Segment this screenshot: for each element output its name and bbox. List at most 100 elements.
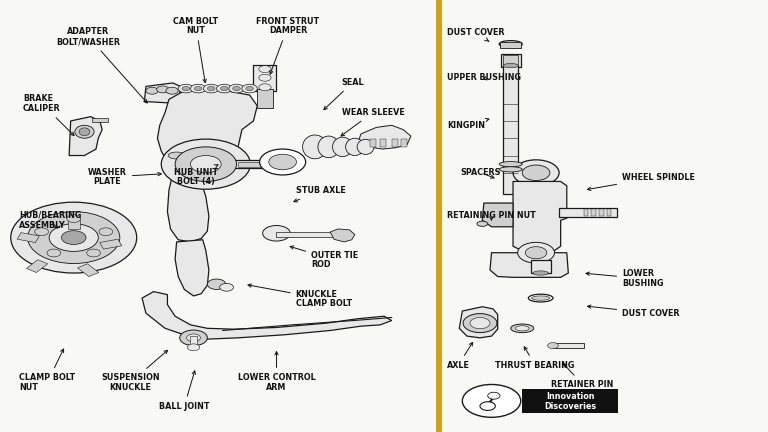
Ellipse shape [533,271,548,275]
Circle shape [470,318,490,329]
Text: SPACERS: SPACERS [461,168,502,178]
Text: HUB UNIT
BOLT (4): HUB UNIT BOLT (4) [174,165,218,187]
Bar [503,55,518,66]
Bar [599,209,604,216]
Circle shape [87,249,101,257]
Text: DUST COVER: DUST COVER [588,305,680,318]
Bar [607,209,611,216]
Text: DUST COVER: DUST COVER [447,28,505,41]
Circle shape [182,86,190,91]
Bar [0,0,438,432]
Ellipse shape [499,167,522,172]
Circle shape [548,343,558,349]
Bar [500,42,521,48]
Circle shape [488,392,500,399]
Text: KNUCKLE
CLAMP BOLT: KNUCKLE CLAMP BOLT [248,284,352,308]
Circle shape [246,86,253,91]
Circle shape [263,226,290,241]
Circle shape [518,242,554,263]
Text: FRONT STRUT
DAMPER: FRONT STRUT DAMPER [257,16,319,74]
Bar [257,89,273,108]
Ellipse shape [74,125,94,138]
Circle shape [187,344,200,351]
Bar [234,160,292,168]
Circle shape [229,84,244,93]
Ellipse shape [318,136,339,158]
Text: ADAPTER
BOLT/WASHER: ADAPTER BOLT/WASHER [56,27,147,103]
Polygon shape [167,174,209,242]
Bar [238,162,284,167]
Text: CAM BOLT
NUT: CAM BOLT NUT [174,16,218,83]
Bar [442,0,768,432]
Text: BRAKE
CALIPER: BRAKE CALIPER [23,94,74,136]
Polygon shape [513,181,567,253]
Ellipse shape [515,326,529,331]
Bar [68,219,80,229]
Ellipse shape [333,137,353,157]
Ellipse shape [528,294,553,302]
Bar [253,65,276,91]
Circle shape [207,86,215,91]
Circle shape [513,160,559,186]
Ellipse shape [503,64,518,68]
Bar [522,389,618,413]
Circle shape [187,334,200,342]
Text: WEAR SLEEVE: WEAR SLEEVE [341,108,405,136]
Circle shape [259,74,271,81]
Circle shape [157,86,169,93]
Ellipse shape [357,139,374,155]
Text: AXLE: AXLE [447,343,472,369]
Polygon shape [144,83,180,103]
Circle shape [220,86,228,91]
Polygon shape [490,253,568,277]
Polygon shape [330,229,355,242]
Circle shape [480,402,495,410]
Circle shape [259,66,271,73]
Circle shape [242,84,257,93]
Polygon shape [69,117,102,156]
Ellipse shape [346,138,364,156]
Circle shape [204,84,219,93]
Circle shape [190,84,206,93]
Text: THRUST BEARING: THRUST BEARING [495,347,574,369]
Circle shape [462,384,521,417]
Circle shape [207,279,226,289]
Ellipse shape [499,162,522,167]
Circle shape [178,84,194,93]
Circle shape [47,249,61,257]
Text: UPPER BUSHING: UPPER BUSHING [447,73,521,82]
Circle shape [49,224,98,251]
Polygon shape [175,240,209,296]
Text: LOWER
BUSHING: LOWER BUSHING [586,269,664,288]
Ellipse shape [168,152,185,159]
Ellipse shape [499,41,522,48]
Ellipse shape [531,296,550,300]
Circle shape [175,147,237,181]
Text: KINGPIN: KINGPIN [447,118,489,130]
Circle shape [67,215,81,222]
Circle shape [522,165,550,181]
Text: HUB/BEARING
ASSEMBLY: HUB/BEARING ASSEMBLY [19,211,81,230]
Circle shape [269,154,296,170]
Circle shape [190,156,221,173]
Bar [531,260,551,273]
Bar [276,232,338,237]
Circle shape [525,247,547,259]
Bar [380,139,386,147]
Text: OUTER TIE
ROD: OUTER TIE ROD [290,246,358,270]
Bar [436,0,442,432]
Ellipse shape [303,135,327,159]
Circle shape [28,212,120,264]
Text: WHEEL SPINDLE: WHEEL SPINDLE [588,173,695,191]
Bar [401,139,407,147]
Polygon shape [482,203,513,227]
Bar [559,208,617,217]
Bar [584,209,588,216]
Circle shape [260,149,306,175]
Bar [501,54,521,67]
Text: LOWER CONTROL
ARM: LOWER CONTROL ARM [237,352,316,392]
Circle shape [146,87,158,94]
Circle shape [11,202,137,273]
Text: SEAL: SEAL [324,78,364,110]
Text: SUSPENSION
KNUCKLE: SUSPENSION KNUCKLE [101,350,167,392]
